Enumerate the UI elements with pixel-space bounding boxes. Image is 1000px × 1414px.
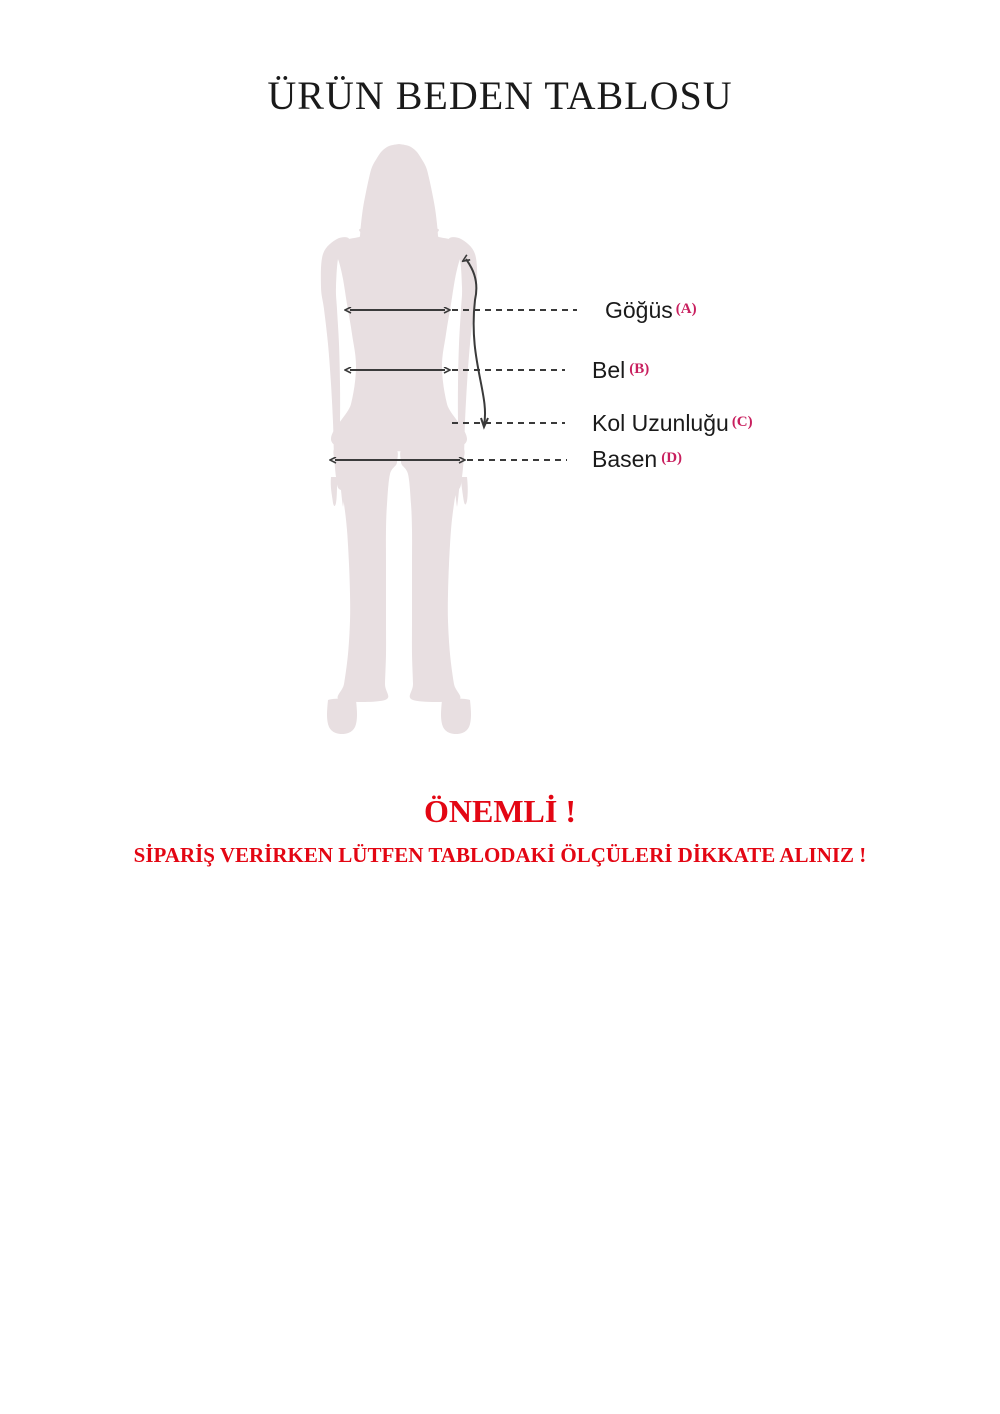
svg-text:Basen(D): Basen (D) xyxy=(592,446,682,472)
svg-text:Bel(B): Bel (B) xyxy=(592,357,649,383)
svg-text:Göğüs(A): Göğüs (A) xyxy=(605,297,697,323)
svg-text:Kol Uzunluğu(C): Kol Uzunluğu (C) xyxy=(592,410,753,436)
